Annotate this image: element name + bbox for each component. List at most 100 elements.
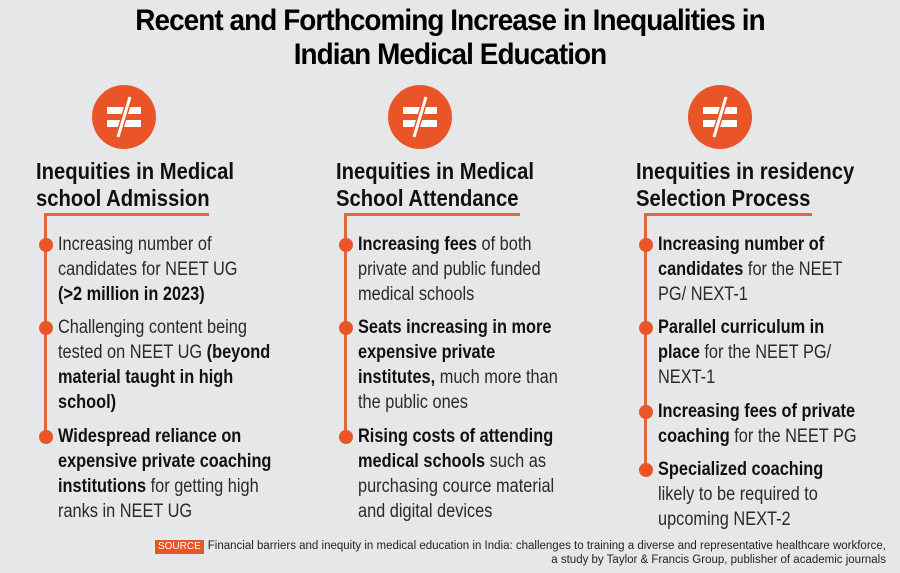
item-line: place for the NEET PG/	[658, 340, 831, 365]
bullet-dot	[639, 238, 653, 252]
bold-text: medical schools	[358, 451, 486, 472]
item-line: Parallel curriculum in	[658, 315, 831, 340]
bold-text: Increasing fees	[358, 234, 477, 255]
item-line: Specialized coaching	[658, 457, 823, 482]
item-line: ranks in NEET UG	[58, 499, 271, 524]
source-badge: SOURCE	[154, 540, 204, 554]
bullet-dot	[339, 238, 353, 252]
item-line: material taught in high	[58, 365, 270, 390]
source-note: SOURCE Financial barriers and inequity in…	[154, 540, 886, 567]
bullet-dot	[639, 463, 653, 477]
heading-line: School Attendance	[336, 185, 519, 211]
list-item: Widespread reliance on expensive private …	[58, 424, 271, 524]
regular-text: NEXT-1	[658, 367, 716, 388]
item-line: Rising costs of attending	[358, 424, 554, 449]
item-line: Widespread reliance on	[58, 424, 271, 449]
list-item: Increasing fees of private coaching for t…	[658, 399, 857, 449]
heading-line: Inequities in residency	[636, 158, 855, 184]
bold-text: material taught in high	[58, 367, 234, 388]
item-line: Challenging content being	[58, 315, 270, 340]
item-line: coaching for the NEET PG	[658, 424, 857, 449]
regular-text: much more than	[435, 367, 558, 388]
bold-text: Widespread reliance on	[58, 426, 242, 447]
list-item: Specialized coaching likely to be require…	[658, 457, 823, 532]
heading-line: school Admission	[36, 185, 210, 211]
regular-text: Challenging content being	[58, 317, 247, 338]
regular-text: medical schools	[358, 284, 475, 305]
timeline-line	[644, 213, 647, 466]
bold-text: Increasing number of	[658, 234, 825, 255]
list-item: Challenging content being tested on NEET …	[58, 315, 270, 415]
list-item: Rising costs of attending medical schools…	[358, 424, 554, 524]
regular-text: likely to be required to	[658, 484, 818, 505]
bullet-dot	[339, 321, 353, 335]
bullet-dot	[39, 321, 53, 335]
bold-text: coaching	[658, 426, 730, 447]
source-line-2: a study by Taylor & Francis Group, publi…	[551, 554, 886, 566]
title-line-2: Indian Medical Education	[293, 38, 607, 71]
list-item: Parallel curriculum in place for the NEET…	[658, 315, 831, 390]
item-line: (>2 million in 2023)	[58, 282, 238, 307]
bold-text: institutes,	[358, 367, 436, 388]
bold-text: Specialized coaching	[658, 459, 824, 480]
bold-text: Rising costs of attending	[358, 426, 554, 447]
item-line: purchasing cource material	[358, 474, 554, 499]
bold-text: Parallel curriculum in	[658, 317, 825, 338]
regular-text: of both	[476, 234, 532, 255]
regular-text: candidates for NEET UG	[58, 259, 238, 280]
bold-text: candidates	[658, 259, 744, 280]
not-equal-icon	[92, 85, 156, 149]
column-heading: Inequities in Medical school Admission	[36, 158, 234, 212]
list-item: Increasing fees of both private and publi…	[358, 232, 541, 307]
item-line: candidates for the NEET	[658, 257, 842, 282]
regular-text: PG/ NEXT-1	[658, 284, 748, 305]
bullet-dot	[39, 430, 53, 444]
heading-line: Inequities in Medical	[336, 158, 534, 184]
item-line: the public ones	[358, 390, 558, 415]
regular-text: tested on NEET UG	[58, 342, 207, 363]
regular-text: and digital devices	[358, 501, 493, 522]
bullet-dot	[639, 321, 653, 335]
bold-text: Increasing fees of private	[658, 401, 856, 422]
bold-text: place	[658, 342, 700, 363]
regular-text: the public ones	[358, 392, 468, 413]
item-line: Increasing fees of private	[658, 399, 857, 424]
item-line: Increasing fees of both	[358, 232, 541, 257]
item-line: medical schools such as	[358, 449, 554, 474]
page-title: Recent and Forthcoming Increase in Inequ…	[32, 4, 869, 72]
not-equal-icon	[688, 85, 752, 149]
heading-line: Inequities in Medical	[36, 158, 234, 184]
heading-underline	[344, 213, 520, 216]
bold-text: expensive private	[358, 342, 496, 363]
item-line: likely to be required to	[658, 482, 823, 507]
bold-text: institutions	[58, 476, 147, 497]
bullet-dot	[339, 430, 353, 444]
regular-text: such as	[485, 451, 547, 472]
column-heading: Inequities in residency Selection Process	[636, 158, 854, 212]
regular-text: for the NEET	[743, 259, 843, 280]
item-line: expensive private	[358, 340, 558, 365]
item-line: institutes, much more than	[358, 365, 558, 390]
bullet-dot	[639, 405, 653, 419]
item-line: and digital devices	[358, 499, 554, 524]
item-line: Seats increasing in more	[358, 315, 558, 340]
heading-underline	[644, 213, 812, 216]
item-line: Increasing number of	[658, 232, 842, 257]
item-line: medical schools	[358, 282, 541, 307]
item-line: candidates for NEET UG	[58, 257, 238, 282]
regular-text: ranks in NEET UG	[58, 501, 193, 522]
bullet-dot	[39, 238, 53, 252]
item-line: private and public funded	[358, 257, 541, 282]
item-line: expensive private coaching	[58, 449, 271, 474]
heading-line: Selection Process	[636, 185, 811, 211]
bold-text: (beyond	[206, 342, 271, 363]
column-heading: Inequities in Medical School Attendance	[336, 158, 534, 212]
regular-text: Increasing number of	[58, 234, 212, 255]
bold-text: (>2 million in 2023)	[58, 284, 205, 305]
title-line-1: Recent and Forthcoming Increase in Inequ…	[135, 4, 765, 37]
not-equal-icon	[388, 85, 452, 149]
regular-text: for the NEET PG/	[699, 342, 832, 363]
list-item: Increasing number of candidates for the N…	[658, 232, 842, 307]
source-line-1: Financial barriers and inequity in medic…	[207, 540, 886, 552]
regular-text: for the NEET PG	[729, 426, 857, 447]
